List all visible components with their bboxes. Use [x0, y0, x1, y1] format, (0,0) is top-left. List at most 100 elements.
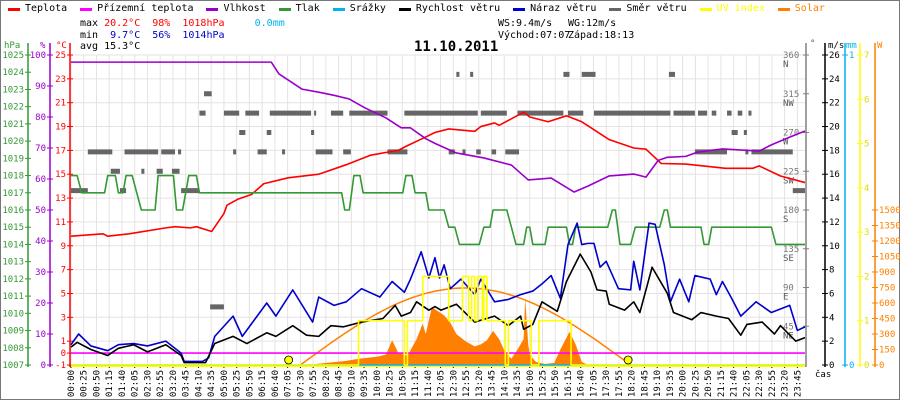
max-temp: 20.2°C: [104, 18, 141, 29]
wind-tick-label: 14: [829, 194, 840, 204]
direction-tick-label: 45: [783, 322, 794, 332]
x-tick-label: 16:15: [564, 370, 574, 397]
wind-speed-stat: WS:9.4m/s: [498, 18, 553, 29]
legend-swatch: [278, 7, 291, 11]
wind-direction-mark: [110, 168, 120, 174]
x-tick-label: 15:50: [551, 370, 561, 397]
x-tick-label: 12:05: [437, 370, 447, 397]
x-tick-label: 07:05: [284, 370, 294, 397]
x-tick-label: 23:45: [793, 370, 803, 397]
wind-direction-mark: [593, 110, 671, 116]
wind-direction-mark: [476, 149, 481, 155]
humidity-tick-label: 10: [35, 330, 46, 340]
legend-item: Rychlost větru: [398, 3, 501, 15]
temperature-tick-label: 25: [55, 51, 66, 61]
wind-direction-mark: [239, 130, 246, 135]
wind-direction-mark: [387, 149, 408, 155]
temperature-tick-label: 21: [55, 99, 66, 109]
sunrise-marker: [284, 355, 294, 365]
min-pressure: 1014hPa: [182, 30, 225, 41]
temperature-tick-label: 13: [55, 194, 66, 204]
solar-axis-unit: W: [877, 41, 883, 51]
temperature-tick-label: 7: [61, 266, 66, 276]
legend-label: Vlhkost: [223, 3, 266, 14]
temperature-tick-label: -1: [55, 361, 66, 371]
x-tick-label: 05:50: [245, 370, 255, 397]
sunrise-stat: Východ:07:07: [498, 30, 571, 41]
x-tick-label: 09:10: [347, 370, 357, 397]
temperature-tick-label: 0: [61, 349, 66, 359]
wind-tick-label: 20: [829, 123, 840, 133]
x-tick-label: 02:55: [156, 370, 166, 397]
x-tick-label: 08:45: [335, 370, 345, 397]
solar-tick-label: 1500: [879, 206, 900, 216]
uv-tick-label: 7: [864, 51, 869, 61]
x-tick-label: 01:15: [105, 370, 115, 397]
x-tick-label: 01:40: [118, 370, 128, 397]
series-line-rychlost-v-tru: [70, 253, 806, 364]
wind-direction-mark: [448, 149, 455, 155]
humidity-axis-unit: %: [40, 41, 46, 51]
wind-direction-mark: [315, 149, 333, 155]
pressure-tick-label: 1013: [2, 258, 24, 268]
min-temp: 9.7°C: [110, 30, 141, 41]
pressure-axis-unit: hPa: [4, 41, 20, 51]
solar-tick-label: 300: [879, 330, 895, 340]
humidity-tick-label: 60: [35, 175, 46, 185]
rain-tick-label: 0: [849, 361, 854, 371]
direction-tick-label: 225: [783, 167, 799, 177]
wind-direction-mark: [178, 149, 182, 155]
wind-direction-mark: [731, 130, 738, 135]
direction-tick-compass: NW: [783, 99, 794, 109]
legend-label: Přízemní teplota: [97, 3, 194, 14]
stats-min-row: min 9.7°C 56% 1014hPa: [80, 30, 225, 41]
x-tick-label: 18:20: [628, 370, 638, 397]
x-tick-label: 11:15: [411, 370, 421, 397]
wind-direction-mark: [737, 110, 743, 116]
wind-direction-mark: [266, 130, 272, 135]
x-tick-label: 12:55: [462, 370, 472, 397]
wind-tick-label: 26: [829, 51, 840, 61]
wind-direction-mark: [156, 168, 163, 174]
wind-direction-mark: [491, 149, 497, 155]
avg-temp: 15.3°C: [104, 41, 141, 52]
legend-label: Teplota: [25, 3, 68, 14]
legend-item: Vlhkost: [206, 3, 266, 15]
direction-tick-label: 315: [783, 90, 799, 100]
legend-label: Srážky: [349, 3, 386, 14]
legend-label: Směr větru: [626, 3, 687, 14]
wind-direction-mark: [223, 110, 240, 116]
legend-label: Rychlost větru: [415, 3, 501, 14]
x-tick-label: 22:05: [742, 370, 752, 397]
wind-tick-label: 18: [829, 146, 840, 156]
wind-direction-mark: [563, 71, 570, 77]
wind-tick-label: 12: [829, 218, 840, 228]
x-tick-label: 04:10: [194, 370, 204, 397]
temperature-tick-label: 9: [61, 242, 66, 252]
direction-tick-compass: NE: [783, 331, 794, 341]
wind-direction-mark: [727, 110, 732, 116]
solar-tick-label: 600: [879, 299, 895, 309]
direction-tick-compass: N: [783, 60, 788, 70]
pressure-tick-label: 1015: [2, 223, 24, 233]
wind-direction-mark: [745, 149, 749, 155]
legend-label: Tlak: [295, 3, 320, 14]
wind-direction-mark: [470, 71, 474, 77]
x-tick-label: 07:55: [309, 370, 319, 397]
wind-direction-mark: [210, 304, 224, 310]
temperature-tick-label: 15: [55, 170, 66, 180]
legend-label: Náraz větru: [530, 3, 597, 14]
wind-direction-mark: [462, 149, 466, 155]
x-tick-label: 12:30: [449, 370, 459, 397]
legend-item: Teplota: [8, 3, 67, 15]
wind-direction-mark: [141, 168, 145, 174]
legend-item: UV index: [699, 3, 765, 15]
wind-direction-mark: [581, 71, 596, 77]
legend-swatch: [609, 7, 622, 11]
wind-direction-mark: [480, 110, 507, 116]
chart-title: 11.10.2011: [414, 39, 499, 55]
x-tick-label: 23:20: [781, 370, 791, 397]
legend-swatch: [699, 7, 712, 11]
rain-tick-label: 1: [849, 51, 854, 61]
x-tick-label: 20:00: [679, 370, 689, 397]
